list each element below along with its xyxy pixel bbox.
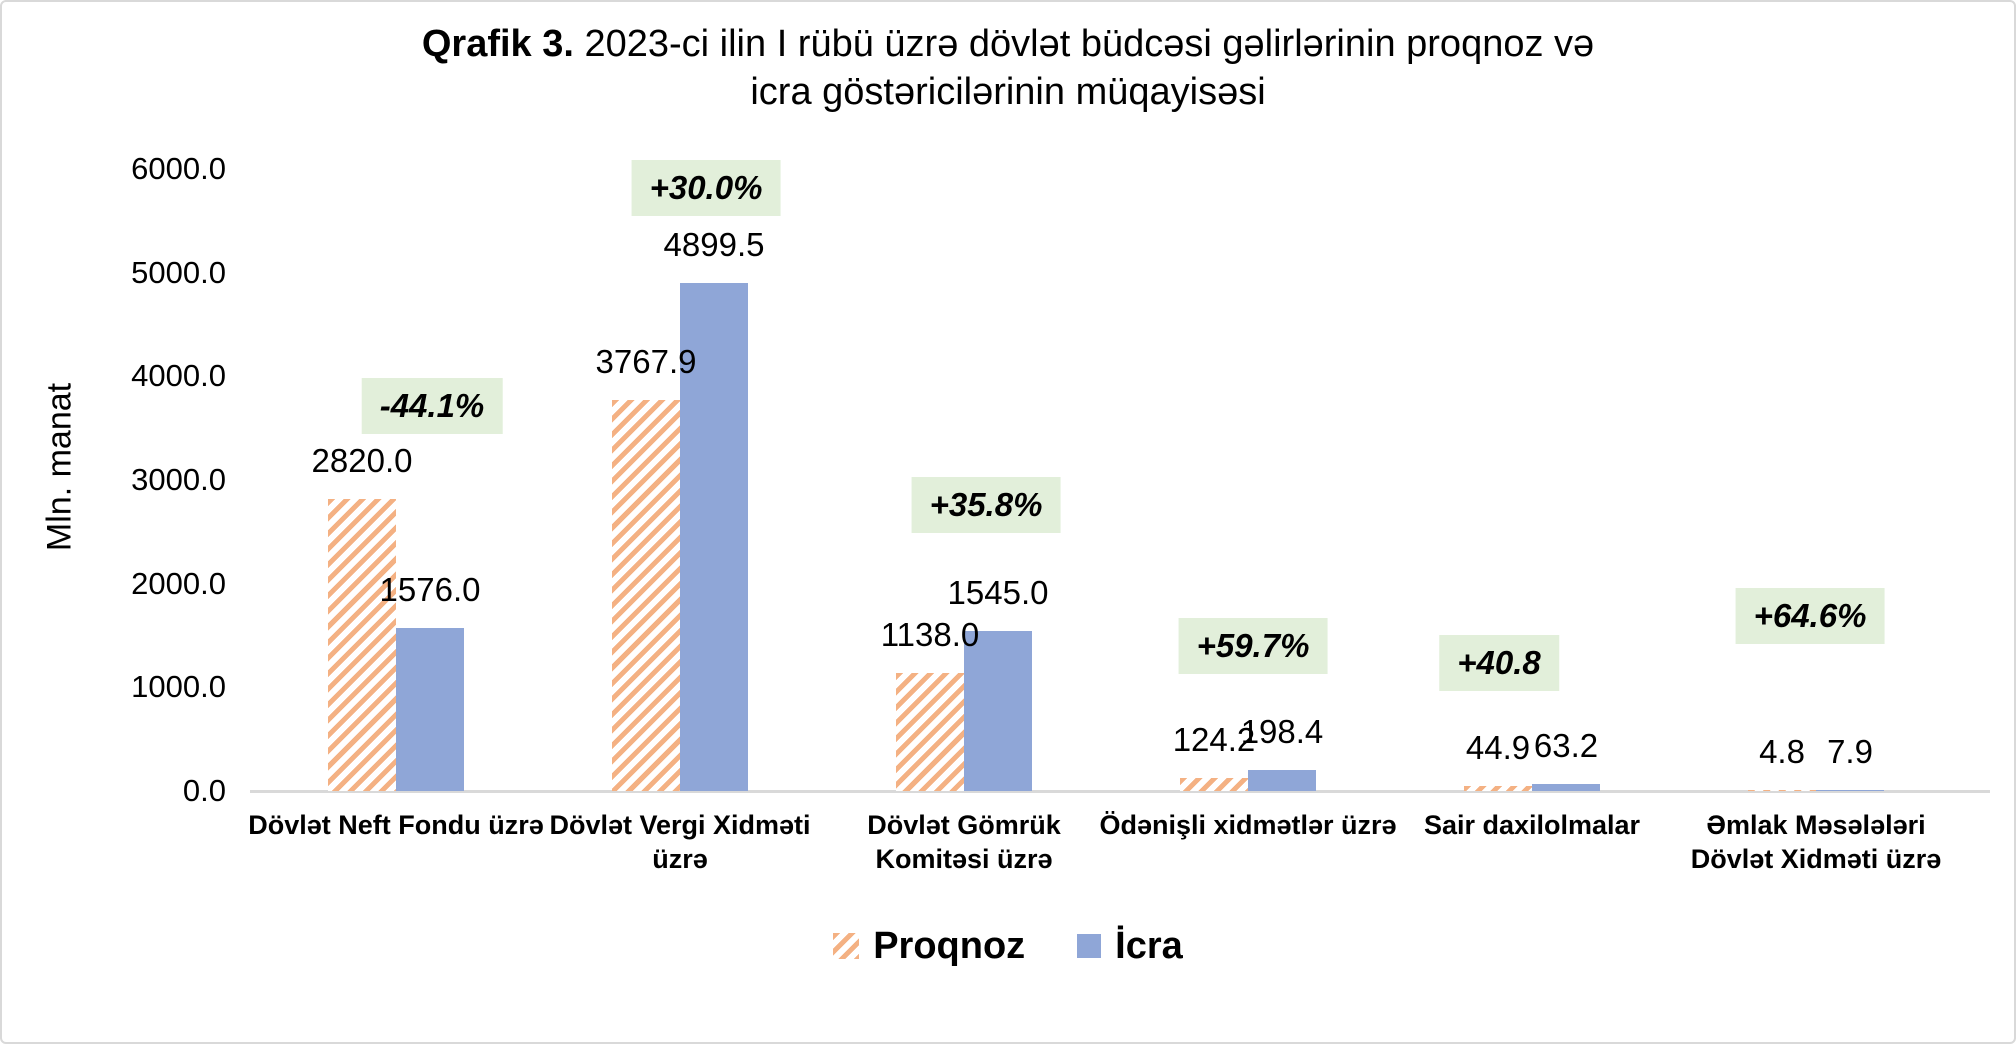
chart-legend: Proqnoz İcra — [2, 924, 2014, 968]
y-tick-label: 0.0 — [182, 773, 226, 808]
proqnoz-value-label: 1138.0 — [880, 616, 980, 653]
proqnoz-bar — [1180, 778, 1248, 791]
proqnoz-value-label: 2820.0 — [311, 442, 413, 479]
change-badge: +40.8 — [1439, 635, 1559, 691]
icra-bar — [964, 631, 1032, 791]
icra-value-label: 1545.0 — [947, 574, 1049, 611]
proqnoz-value-label: 4.8 — [1759, 733, 1805, 770]
category-label: Dövlət Gömrük Komitəsi üzrə — [867, 810, 1061, 874]
x-axis-line — [250, 790, 1990, 793]
y-tick-label: 2000.0 — [131, 565, 226, 601]
proqnoz-bar — [1464, 786, 1532, 791]
legend-label-icra: İcra — [1115, 925, 1183, 967]
icra-value-label: 7.9 — [1827, 733, 1873, 770]
change-badge: +59.7% — [1178, 618, 1328, 674]
proqnoz-bar — [1748, 790, 1816, 791]
icra-bar — [1532, 784, 1600, 791]
title-line1: 2023-ci ilin I rübü üzrə dövlət büdcəsi … — [584, 23, 1595, 65]
y-tick-label: 4000.0 — [131, 358, 226, 394]
category-label: Dövlət Vergi Xidməti üzrə — [549, 810, 811, 874]
change-badge: -44.1% — [361, 378, 503, 434]
icra-bar — [680, 283, 748, 791]
legend-item-icra: İcra — [1077, 924, 1183, 968]
change-badge: +35.8% — [911, 477, 1061, 533]
change-badge: +30.0% — [631, 160, 781, 216]
icra-value-label: 63.2 — [1533, 727, 1599, 764]
category-label: Əmlak Məsələləri Dövlət Xidməti üzrə — [1690, 810, 1942, 874]
legend-label-proqnoz: Proqnoz — [873, 925, 1026, 967]
y-tick-label: 5000.0 — [131, 254, 226, 290]
proqnoz-value-label: 44.9 — [1465, 729, 1531, 766]
proqnoz-value-label: 124.2 — [1172, 721, 1256, 758]
icra-bar — [1248, 770, 1316, 791]
icra-solid-swatch-icon — [1077, 934, 1102, 958]
y-tick-label: 6000.0 — [131, 151, 226, 186]
category-label: Sair daxilolmalar — [1423, 810, 1641, 840]
y-tick-label: 3000.0 — [131, 462, 226, 497]
icra-bar — [1816, 790, 1884, 791]
icra-value-label: 1576.0 — [379, 571, 481, 608]
proqnoz-bar — [896, 673, 964, 791]
proqnoz-bar — [612, 400, 680, 791]
category-label: Ödənişli xidmətlər üzrə — [1099, 810, 1397, 840]
y-tick-label: 1000.0 — [131, 669, 226, 705]
icra-value-label: 4899.5 — [663, 226, 765, 263]
proqnoz-hatched-swatch-icon — [833, 933, 860, 959]
proqnoz-value-label: 3767.9 — [595, 343, 697, 380]
change-badge: +64.6% — [1735, 588, 1885, 644]
icra-bar — [396, 628, 464, 791]
title-line2: icra göstəricilərinin müqayisəsi — [750, 71, 1266, 113]
title-prefix: Qrafik 3. — [421, 23, 574, 65]
proqnoz-bar — [328, 499, 396, 791]
icra-value-label: 198.4 — [1240, 713, 1324, 750]
category-label: Dövlət Neft Fondu üzrə — [248, 810, 544, 840]
chart-title: Qrafik 3. 2023-ci ilin I rübü üzrə dövlə… — [2, 20, 2014, 116]
legend-item-proqnoz: Proqnoz — [833, 924, 1025, 968]
